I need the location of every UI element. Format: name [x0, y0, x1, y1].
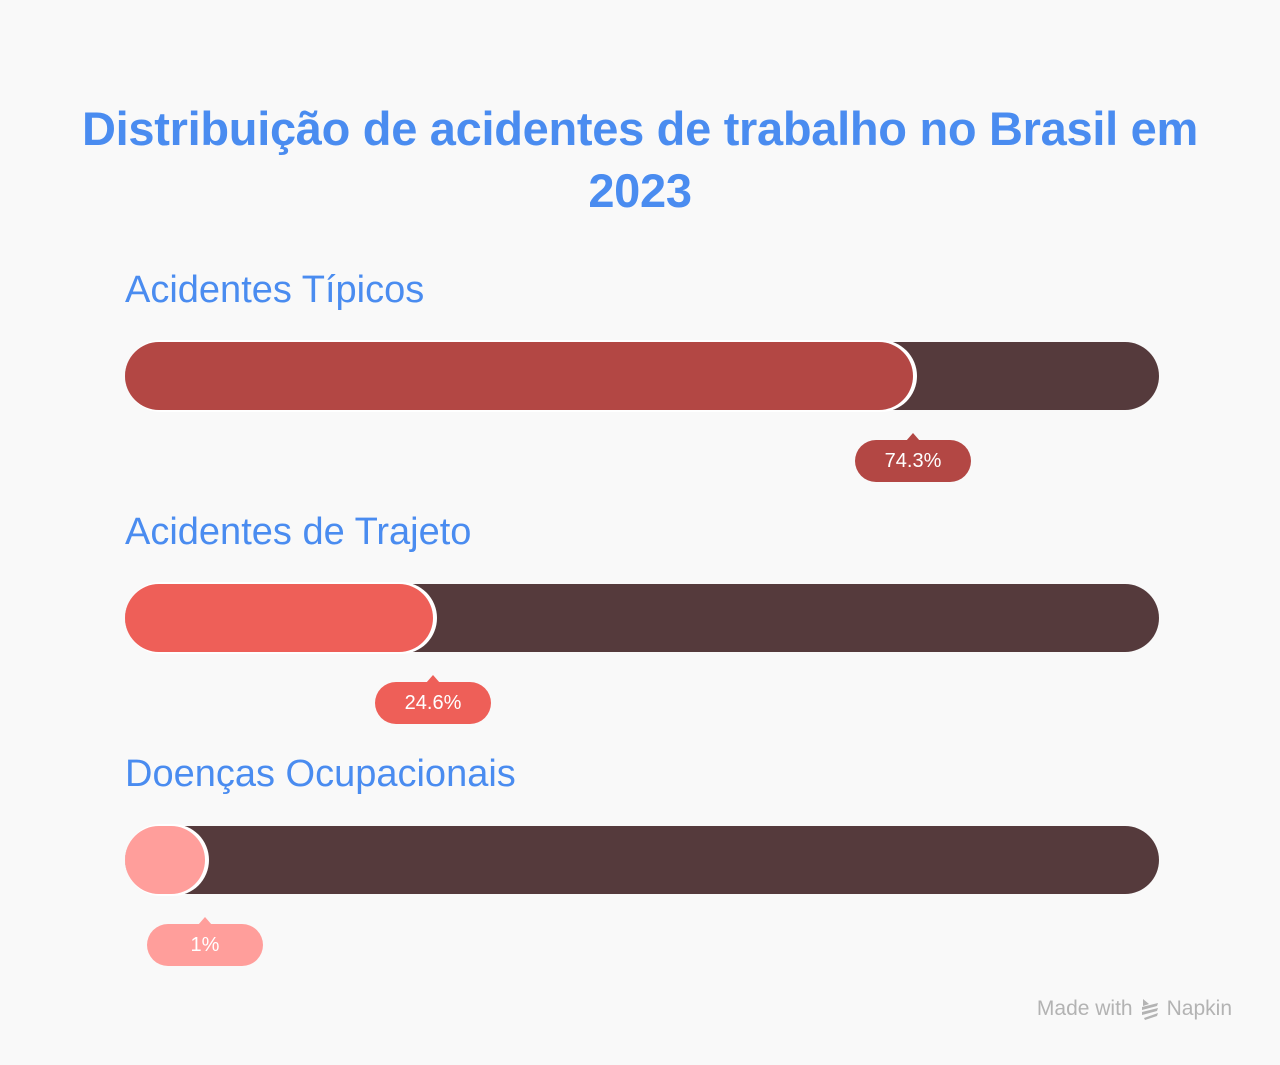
bar-fill — [125, 584, 433, 652]
value-bubble: 24.6% — [375, 675, 491, 724]
bar-label: Acidentes de Trajeto — [125, 511, 472, 553]
bar-track — [125, 342, 1159, 410]
made-with-text: Made with — [1036, 997, 1133, 1020]
bar-label: Doenças Ocupacionais — [125, 753, 516, 795]
value-bubble: 1% — [147, 917, 263, 966]
bar-label: Acidentes Típicos — [125, 269, 425, 311]
bar-fill — [125, 826, 205, 894]
napkin-logo-icon — [1139, 997, 1161, 1021]
bar-track — [125, 826, 1159, 894]
value-bubble: 74.3% — [855, 433, 971, 482]
chart-title: Distribuição de acidentes de trabalho no… — [82, 102, 1198, 217]
bar-track — [125, 584, 1159, 652]
napkin-brand-text: Napkin — [1166, 997, 1232, 1020]
made-with-napkin-footer: Made with Napkin — [1037, 996, 1232, 1022]
bar-fill — [125, 342, 913, 410]
